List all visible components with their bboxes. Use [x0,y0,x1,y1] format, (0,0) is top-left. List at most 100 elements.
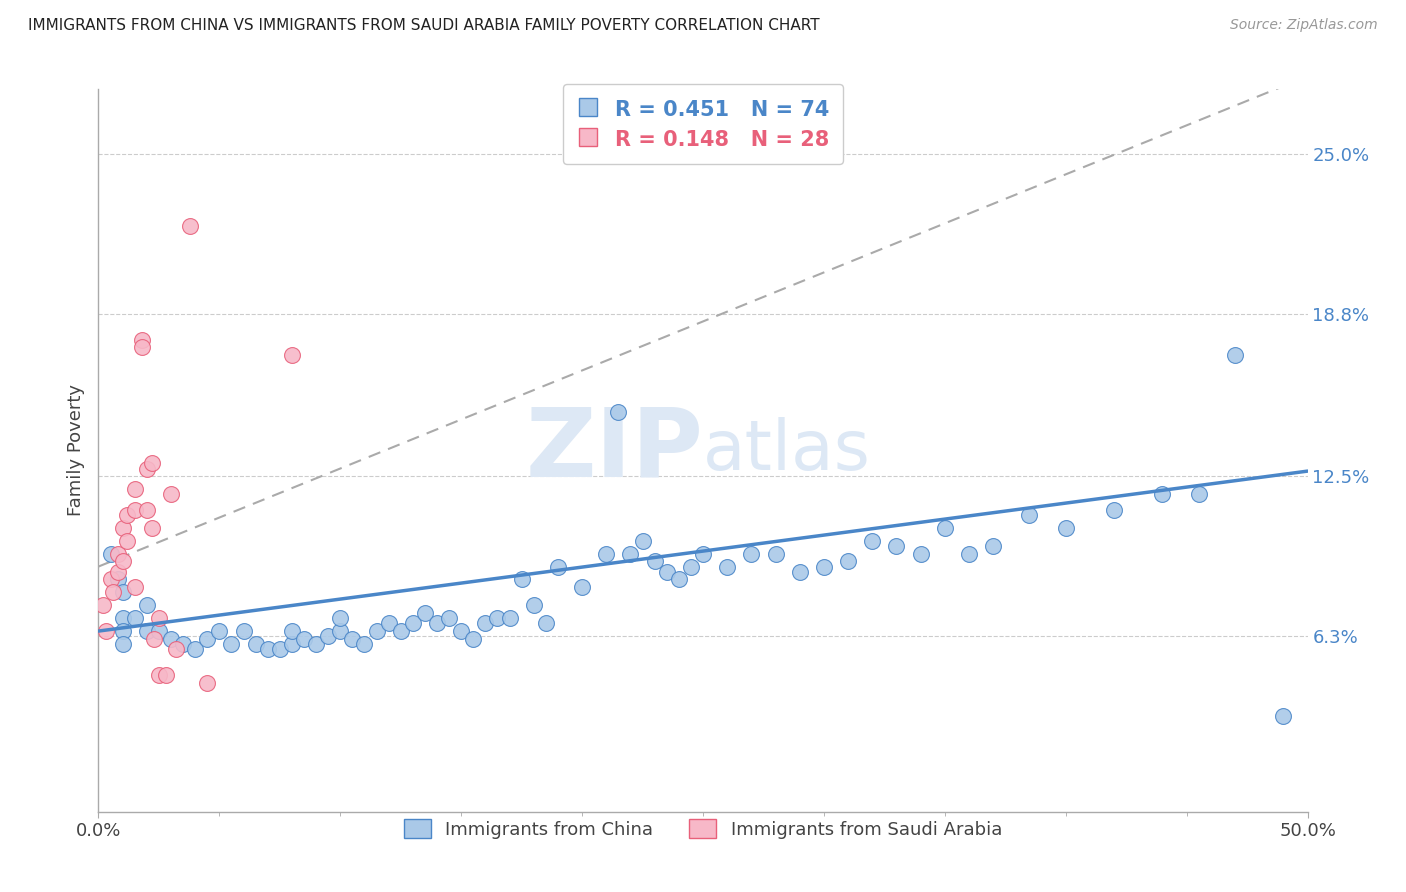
Point [135,461,157,475]
Point [111,637,134,651]
Point [107,565,129,579]
Point [305,637,328,651]
Point [607,405,630,419]
Point [957,547,980,561]
Point [143,632,166,646]
Point [117,508,139,522]
Point [523,599,546,613]
Text: ZIP: ZIP [524,404,703,497]
Point [160,632,183,646]
Point [91,599,114,613]
Point [131,340,153,354]
Point [165,642,187,657]
Point [644,554,666,568]
Point [124,611,146,625]
Point [1054,521,1077,535]
Point [437,611,460,625]
Point [111,585,134,599]
Point [366,624,388,639]
Point [510,573,533,587]
Point [329,624,352,639]
Point [342,632,364,646]
Point [111,554,134,568]
Point [571,580,593,594]
Point [413,606,436,620]
Point [141,456,163,470]
Point [100,573,122,587]
Point [148,624,170,639]
Point [131,333,153,347]
Point [886,539,908,553]
Point [377,616,399,631]
Point [934,521,956,535]
Point [111,624,134,639]
Point [141,521,163,535]
Point [179,219,201,233]
Point [1018,508,1040,522]
Point [595,547,617,561]
Point [135,624,157,639]
Text: Source: ZipAtlas.com: Source: ZipAtlas.com [1230,18,1378,32]
Point [155,668,177,682]
Point [269,642,291,657]
Point [100,547,122,561]
Point [910,547,932,561]
Point [135,503,157,517]
Point [245,637,267,651]
Point [195,632,218,646]
Point [463,632,485,646]
Point [111,521,134,535]
Point [547,559,569,574]
Point [316,629,339,643]
Point [256,642,278,657]
Point [292,632,315,646]
Point [148,611,170,625]
Point [486,611,509,625]
Point [860,533,883,548]
Point [281,637,304,651]
Point [402,616,425,631]
Point [107,547,129,561]
Point [148,668,170,682]
Point [498,611,520,625]
Point [172,637,194,651]
Point [474,616,496,631]
Y-axis label: Family Poverty: Family Poverty [66,384,84,516]
Point [668,573,690,587]
Point [619,547,641,561]
Point [1152,487,1174,501]
Point [160,487,183,501]
Point [124,482,146,496]
Point [221,637,243,651]
Point [1102,503,1125,517]
Point [789,565,811,579]
Point [124,503,146,517]
Point [111,611,134,625]
Text: atlas: atlas [703,417,870,484]
Legend: Immigrants from China, Immigrants from Saudi Arabia: Immigrants from China, Immigrants from S… [396,813,1010,846]
Point [94,624,117,639]
Point [117,533,139,548]
Text: IMMIGRANTS FROM CHINA VS IMMIGRANTS FROM SAUDI ARABIA FAMILY POVERTY CORRELATION: IMMIGRANTS FROM CHINA VS IMMIGRANTS FROM… [28,18,820,33]
Point [716,559,738,574]
Point [655,565,678,579]
Point [765,547,787,561]
Point [426,616,449,631]
Point [281,348,304,362]
Point [534,616,557,631]
Point [208,624,231,639]
Point [107,573,129,587]
Point [281,624,304,639]
Point [631,533,654,548]
Point [101,585,124,599]
Point [679,559,702,574]
Point [981,539,1004,553]
Point [692,547,714,561]
Point [124,580,146,594]
Point [135,599,157,613]
Point [353,637,375,651]
Point [184,642,207,657]
Point [329,611,352,625]
Point [195,675,218,690]
Point [1188,487,1211,501]
